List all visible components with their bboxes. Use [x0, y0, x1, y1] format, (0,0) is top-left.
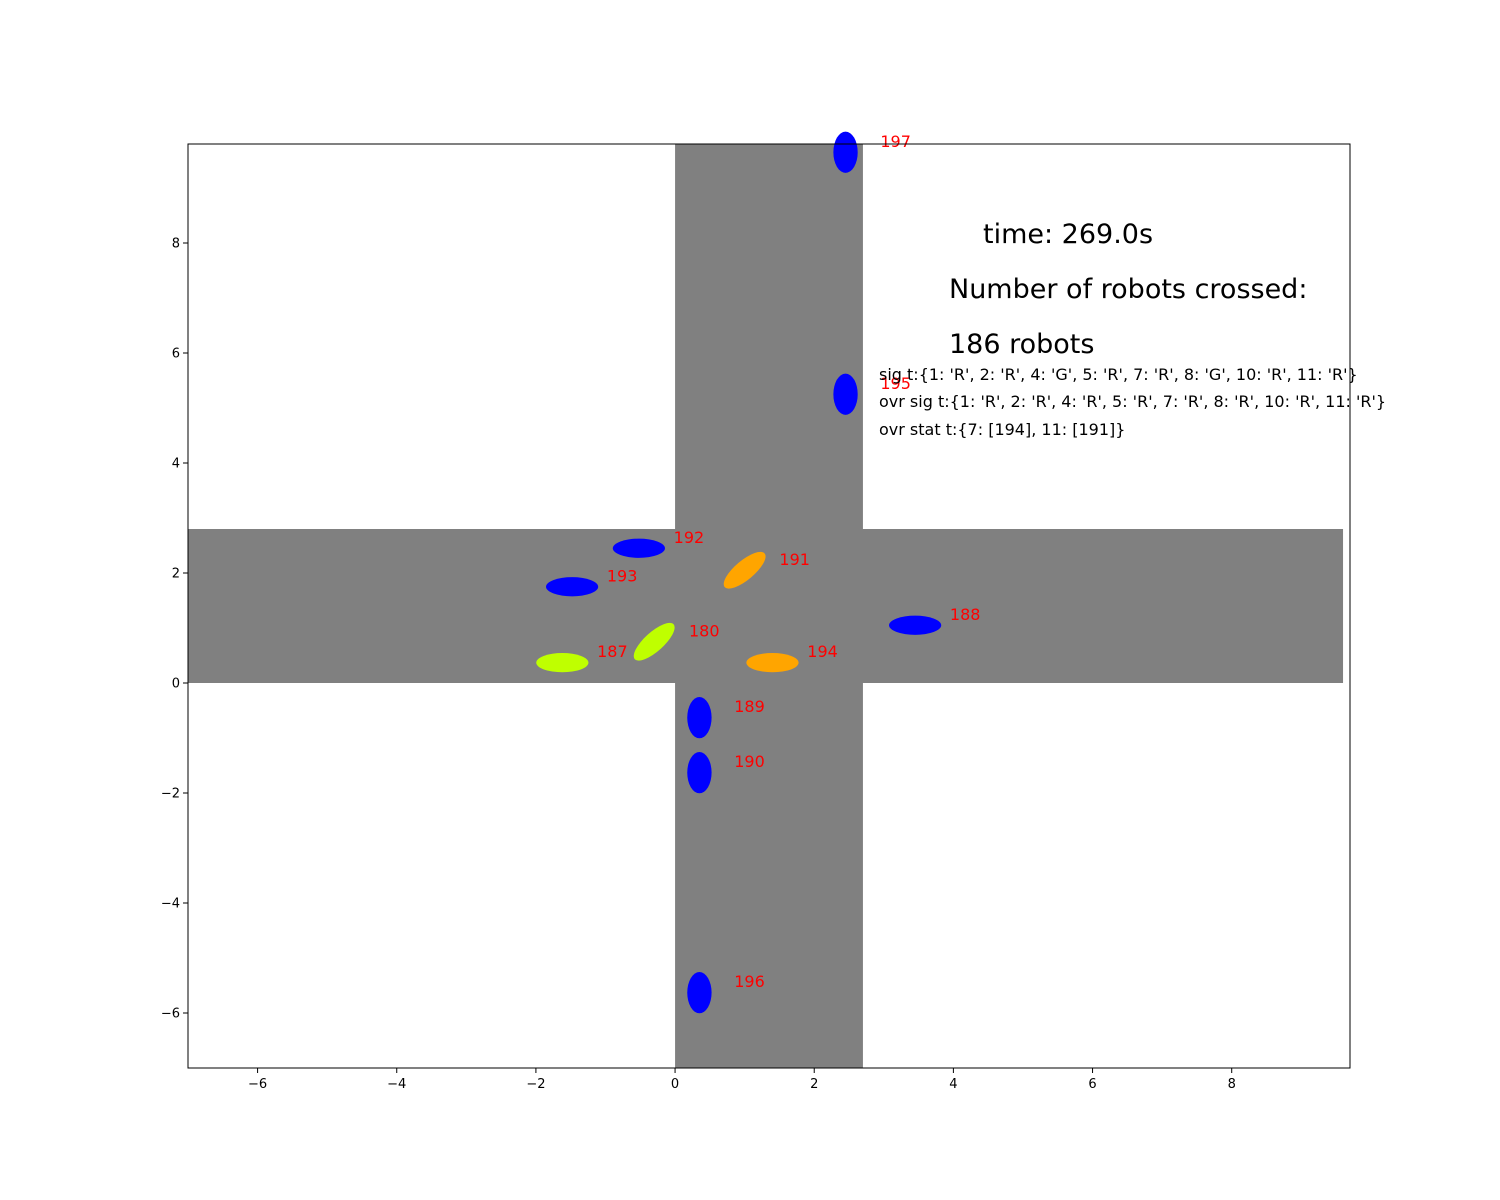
x-tick-label: −2	[526, 1077, 545, 1092]
x-tick-label: 0	[671, 1077, 679, 1092]
robot-189	[687, 697, 712, 739]
robot-label-195: 195	[880, 374, 911, 393]
y-tick-label: −2	[161, 787, 180, 802]
robot-label-191: 191	[779, 550, 810, 569]
overlay-text: time: 269.0s Number of robots crossed: 1…	[879, 219, 1386, 439]
robot-193	[545, 577, 599, 597]
robot-label-180: 180	[689, 621, 720, 640]
roads-layer	[188, 144, 1344, 1068]
x-tick-label: 6	[1088, 1077, 1096, 1092]
x-tick-label: −6	[248, 1077, 267, 1092]
x-tick-label: 2	[810, 1077, 818, 1092]
robot-label-193: 193	[607, 566, 638, 585]
crossed-heading-text: Number of robots crossed:	[949, 274, 1307, 305]
robot-197	[833, 131, 858, 173]
robot-label-192: 192	[674, 528, 705, 547]
y-tick-label: 0	[172, 677, 180, 692]
robot-label-194: 194	[807, 642, 838, 661]
crossed-count-text: 186 robots	[949, 329, 1094, 360]
axes-frame	[187, 143, 1351, 1069]
robot-187	[536, 653, 589, 673]
time-text: time: 269.0s	[983, 219, 1153, 250]
override-status-text: ovr stat t:{7: [194], 11: [191]}	[879, 420, 1125, 439]
robots-layer	[536, 131, 942, 1014]
robot-label-187: 187	[597, 642, 628, 661]
robot-label-188: 188	[950, 605, 981, 624]
robot-label-190: 190	[734, 752, 765, 771]
robot-191	[723, 551, 766, 589]
signal-status-text: sig t:{1: 'R', 2: 'R', 4: 'G', 5: 'R', 7…	[879, 365, 1358, 384]
robot-195	[833, 373, 858, 415]
y-tick-label: 6	[172, 347, 180, 362]
robot-196	[687, 972, 712, 1014]
robot-194	[746, 653, 799, 673]
robot-192	[612, 538, 665, 558]
y-tick-label: 8	[172, 237, 180, 252]
y-tick-label: −6	[161, 1007, 180, 1022]
robot-188	[889, 615, 942, 635]
y-tick-label: 4	[172, 457, 180, 472]
x-tick-label: −4	[387, 1077, 406, 1092]
robot-label-189: 189	[734, 697, 765, 716]
y-axis: −6 −4 −2 0 2 4 6 8	[161, 237, 188, 1022]
override-signal-text: ovr sig t:{1: 'R', 2: 'R', 4: 'R', 5: 'R…	[879, 392, 1386, 411]
robot-labels-layer: 197 195 192 191 193 188 180 187 194 189 190 196	[597, 132, 980, 991]
robot-180	[633, 622, 675, 661]
robot-label-197: 197	[880, 132, 911, 151]
robot-190	[687, 752, 712, 794]
x-tick-label: 8	[1228, 1077, 1236, 1092]
robot-label-196: 196	[734, 972, 765, 991]
plot-area: 197 195 192 191 193 188 180 187 194 189 190 196	[187, 131, 1351, 1069]
y-tick-label: −4	[161, 897, 180, 912]
x-tick-label: 4	[949, 1077, 957, 1092]
x-axis: −6 −4 −2 0 2 4 6 8	[248, 1068, 1236, 1092]
y-tick-label: 2	[172, 567, 180, 582]
